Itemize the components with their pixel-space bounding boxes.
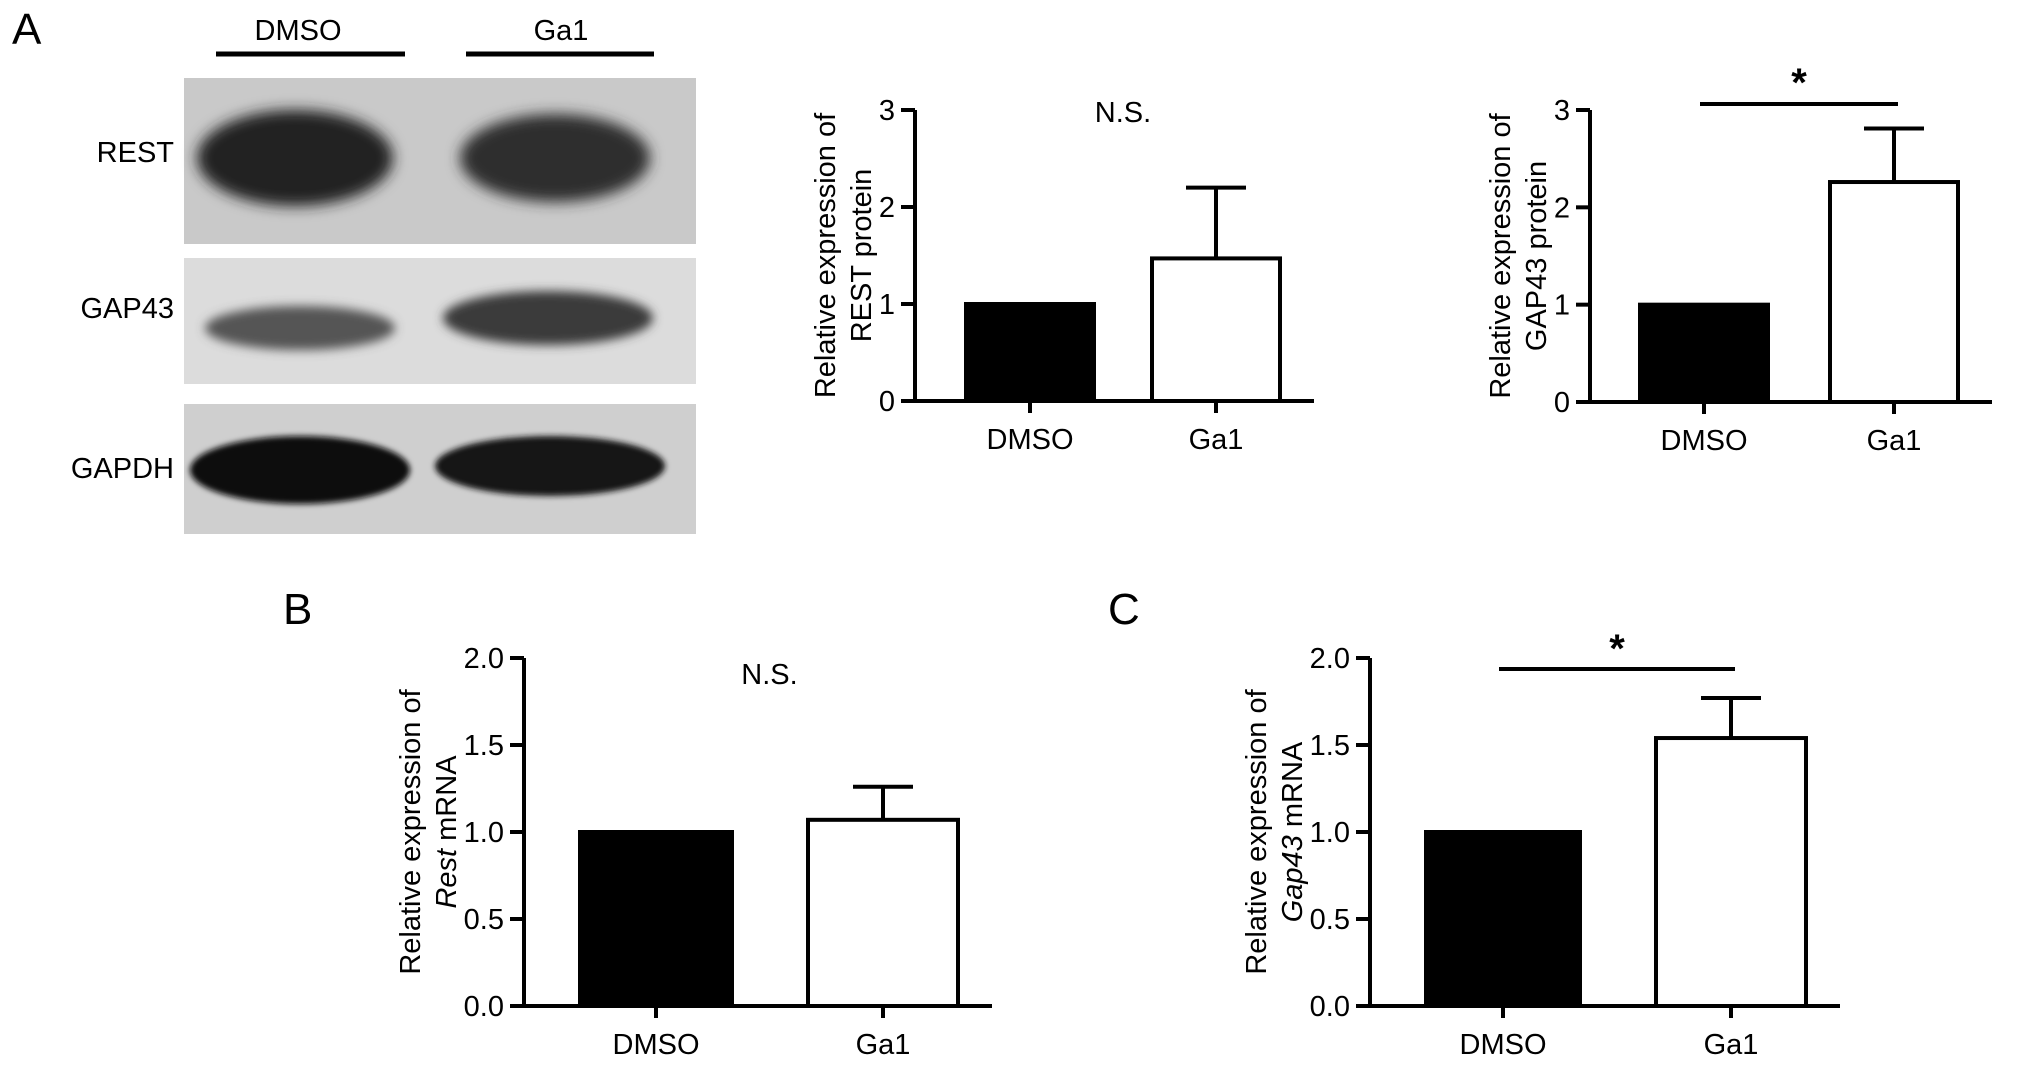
- y-axis-title-gene: Gap43: [1277, 835, 1309, 922]
- y-axis-title-line2: Rest mRNA: [431, 755, 463, 909]
- blot-strip-gapdh: [184, 404, 696, 534]
- y-tick-label: 0: [1554, 387, 1570, 419]
- y-axis-title-suffix: mRNA: [431, 755, 463, 849]
- bar-dmso: [964, 302, 1096, 403]
- y-axis-title-gene: Rest: [431, 847, 463, 909]
- bar-ga1: [1828, 180, 1960, 404]
- y-axis-title-line1: Relative expression of: [395, 688, 427, 974]
- y-axis-title-suffix: mRNA: [1277, 741, 1309, 835]
- chart-rest-protein: 0 1 2 3 DMSO Ga1 Relative expression of REST pr…: [810, 95, 1314, 456]
- x-tick-label: Ga1: [1867, 425, 1922, 457]
- lane-label-ga1: Ga1: [534, 15, 589, 47]
- y-tick-label: 2: [1554, 192, 1570, 224]
- y-tick-label: 0.5: [1310, 904, 1350, 936]
- bar-ga1: [1150, 256, 1282, 403]
- y-axis-title-line1: Relative expression of: [810, 112, 842, 398]
- panel-letter-a: A: [12, 5, 42, 54]
- y-tick-label: 2.0: [464, 643, 504, 675]
- chart-gap43-mrna: 0.0 0.5 1.0 1.5 2.0 DMSO Ga1 Relative expressio…: [1241, 627, 1840, 1061]
- chart-gap43-protein: 0 1 2 3 DMSO Ga1 Relative expression of GAP43 p…: [1485, 61, 1992, 457]
- x-tick-label: Ga1: [856, 1029, 911, 1061]
- y-axis-title-line2: GAP43 protein: [1521, 161, 1553, 351]
- bar-dmso: [1638, 302, 1770, 404]
- y-tick-label: 3: [1554, 95, 1570, 127]
- y-tick-label: 1.5: [1310, 730, 1350, 762]
- y-tick-label: 2: [879, 192, 895, 224]
- y-axis-title: Relative expression of Rest mRNA: [395, 688, 463, 974]
- y-tick-label: 2.0: [1310, 643, 1350, 675]
- y-tick-label: 1.5: [464, 730, 504, 762]
- panel-letter-b: B: [283, 585, 312, 634]
- x-tick-label: DMSO: [613, 1029, 700, 1061]
- bar-dmso: [1424, 830, 1582, 1008]
- bar-dmso: [578, 830, 734, 1008]
- y-axis-title: Relative expression of Gap43 mRNA: [1241, 688, 1309, 974]
- western-blot: DMSO Ga1 REST GAP43 GAPDH: [71, 15, 696, 534]
- y-axis-title: Relative expression of REST protein: [810, 112, 878, 398]
- y-axis-title: Relative expression of GAP43 protein: [1485, 112, 1553, 398]
- y-tick-label: 0.5: [464, 904, 504, 936]
- y-tick-label: 3: [879, 95, 895, 127]
- y-tick-label: 1.0: [1310, 817, 1350, 849]
- x-tick-label: Ga1: [1704, 1029, 1759, 1061]
- y-axis-title-line1: Relative expression of: [1241, 688, 1273, 974]
- blot-label-gap43: GAP43: [81, 293, 175, 325]
- blot-strip-gap43: [184, 258, 696, 384]
- lane-label-dmso: DMSO: [255, 15, 342, 47]
- significance-star: *: [1609, 627, 1625, 671]
- y-tick-label: 1: [1554, 290, 1570, 322]
- x-tick-label: Ga1: [1189, 424, 1244, 456]
- blot-label-rest: REST: [97, 137, 175, 169]
- x-tick-label: DMSO: [1460, 1029, 1547, 1061]
- x-tick-label: DMSO: [1661, 425, 1748, 457]
- y-tick-label: 0.0: [464, 991, 504, 1023]
- y-tick-label: 0.0: [1310, 991, 1350, 1023]
- significance-label: N.S.: [741, 659, 797, 691]
- blot-label-gapdh: GAPDH: [71, 453, 174, 485]
- y-tick-label: 1.0: [464, 817, 504, 849]
- blot-strip-rest: [184, 78, 696, 244]
- y-tick-label: 1: [879, 289, 895, 321]
- x-tick-label: DMSO: [987, 424, 1074, 456]
- bar-ga1: [806, 817, 960, 1008]
- significance-label: N.S.: [1095, 97, 1151, 129]
- y-axis-title-line1: Relative expression of: [1485, 112, 1517, 398]
- panel-letter-c: C: [1108, 585, 1140, 634]
- significance-star: *: [1791, 61, 1807, 105]
- y-axis-title-line2: REST protein: [846, 169, 878, 343]
- chart-rest-mrna: 0.0 0.5 1.0 1.5 2.0 DMSO Ga1 Relative expressio…: [395, 643, 992, 1061]
- y-axis-title-line2: Gap43 mRNA: [1277, 741, 1309, 922]
- bar-ga1: [1654, 736, 1808, 1008]
- y-tick-label: 0: [879, 386, 895, 418]
